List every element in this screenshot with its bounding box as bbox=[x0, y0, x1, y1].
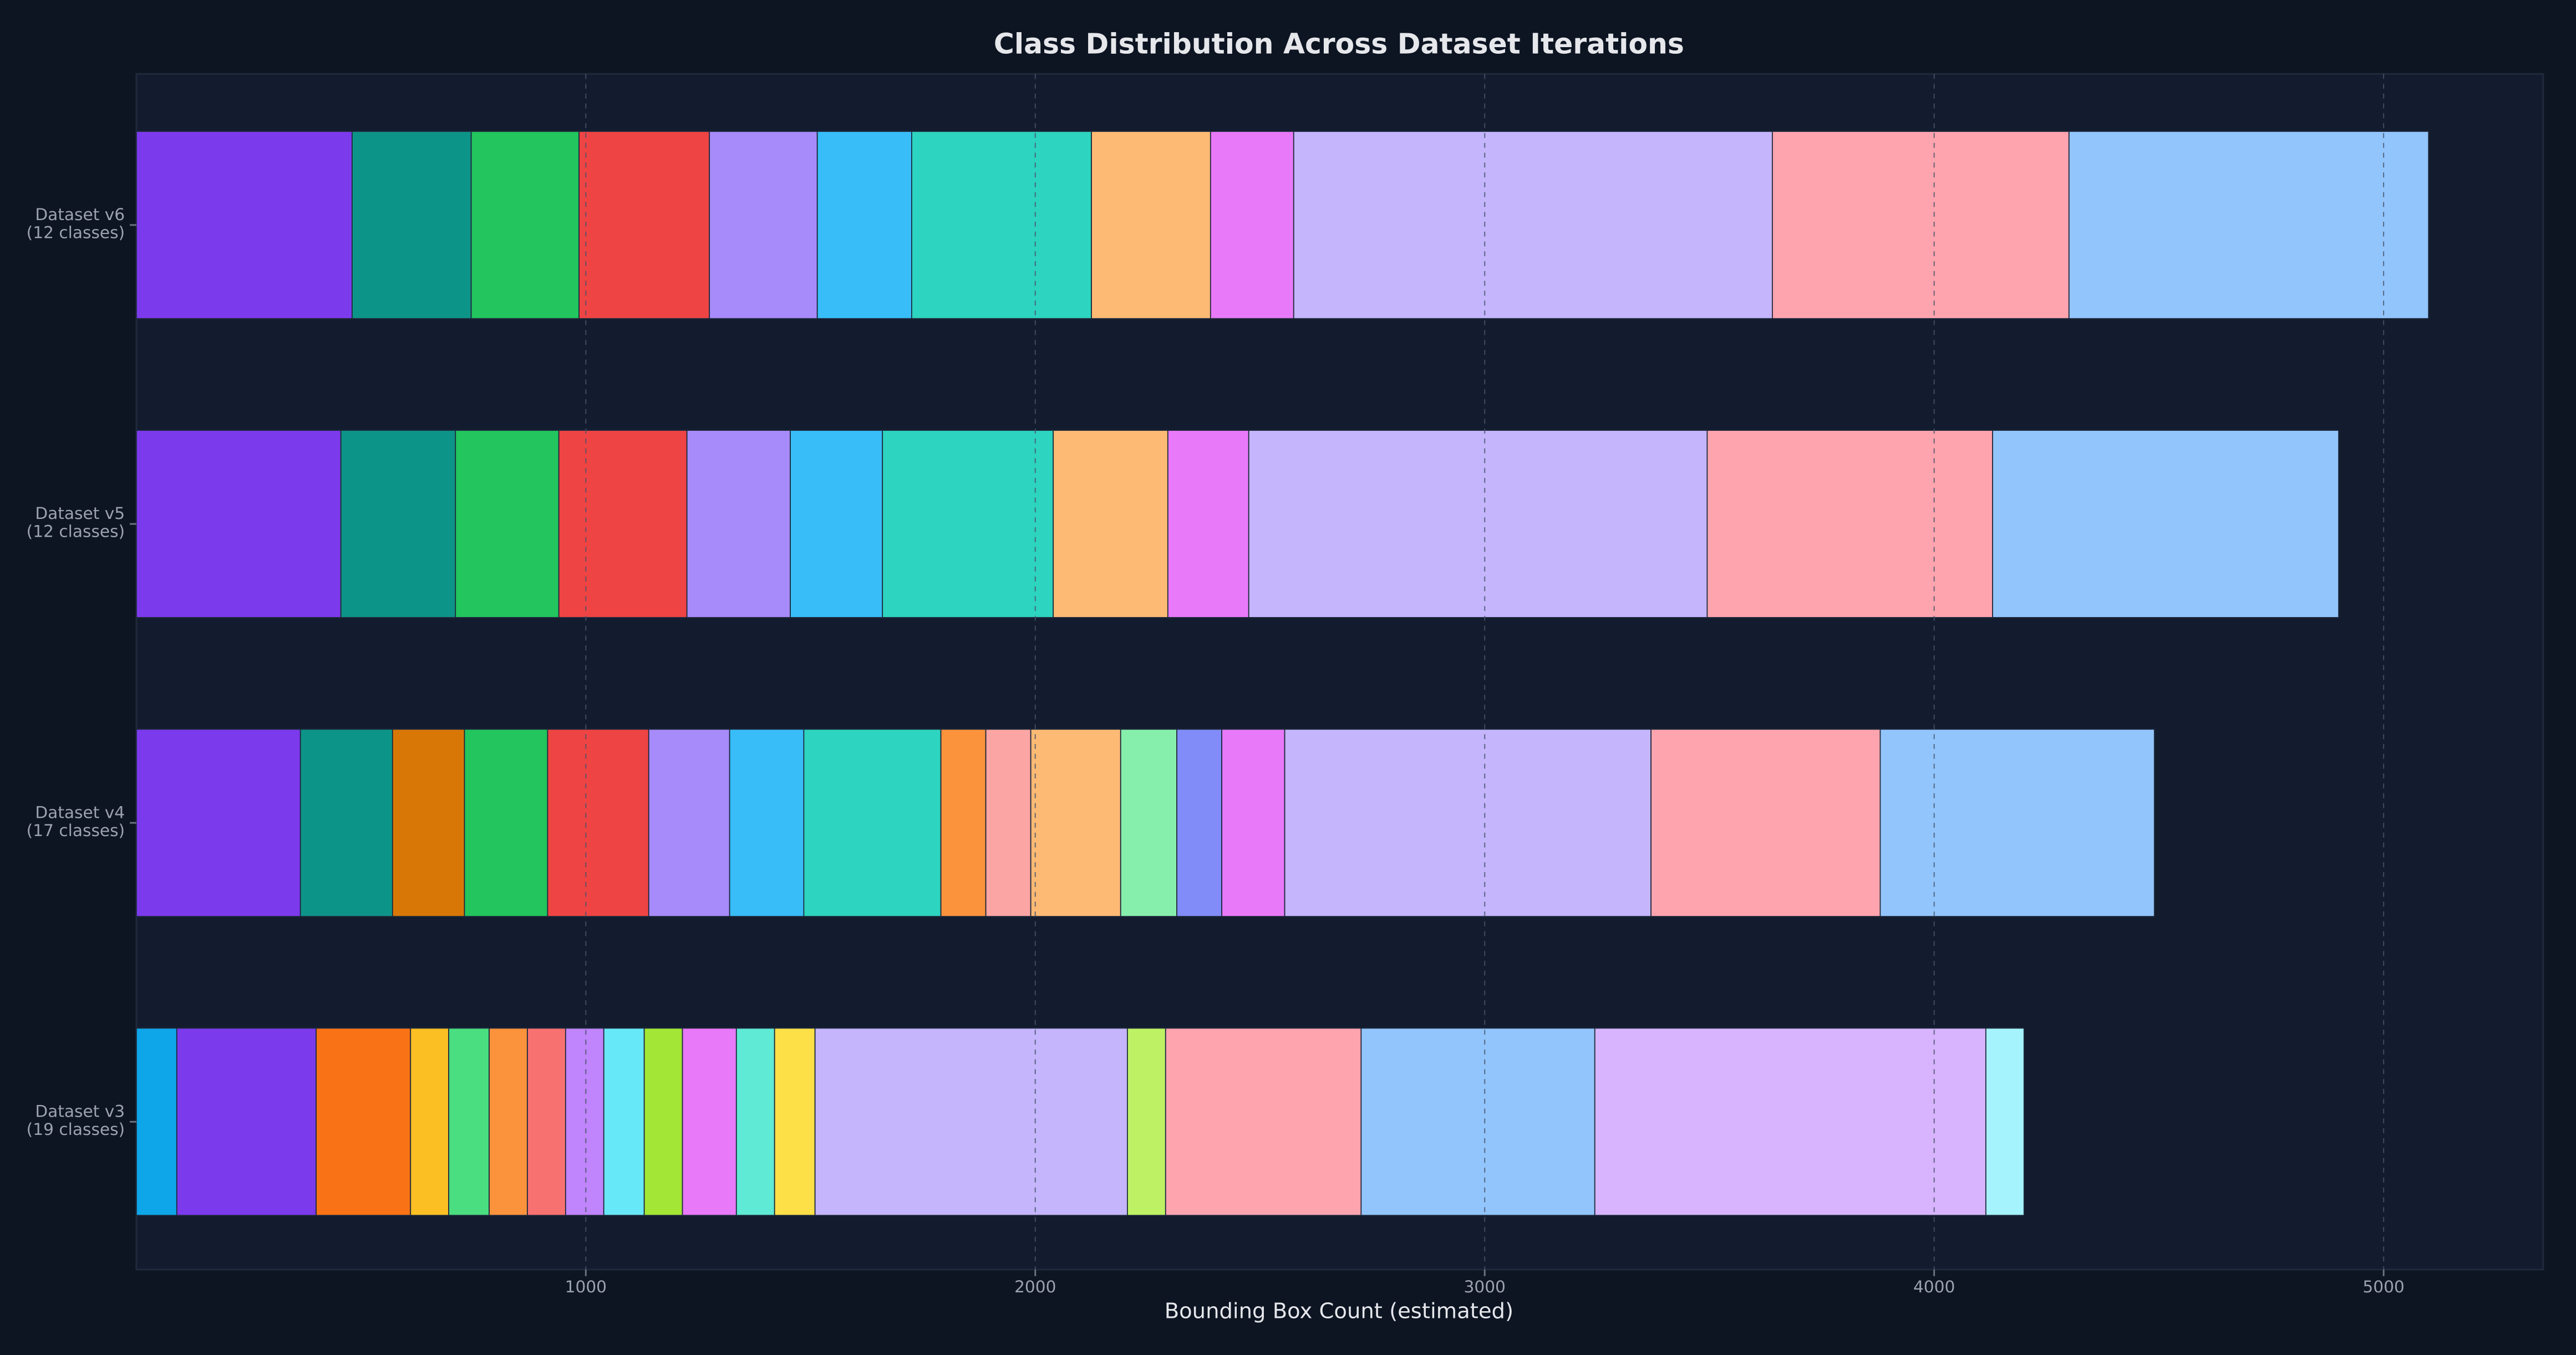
bar-segment bbox=[448, 1027, 490, 1216]
y-tick-label: Dataset v6 (12 classes) bbox=[26, 207, 125, 243]
bar-segment bbox=[1091, 131, 1211, 319]
bar-segment bbox=[1360, 1027, 1596, 1216]
x-tick-label: 2000 bbox=[1014, 1277, 1056, 1296]
bar-segment bbox=[565, 1027, 604, 1216]
bar-segment bbox=[410, 1027, 450, 1216]
y-tick-label: Dataset v4 (17 classes) bbox=[26, 804, 125, 841]
bar-segment bbox=[1053, 430, 1168, 618]
bar-segment bbox=[1176, 729, 1222, 917]
bar-segment bbox=[1120, 729, 1177, 917]
bar-segment bbox=[527, 1027, 566, 1216]
bar-segment bbox=[911, 131, 1092, 319]
bar-segment bbox=[985, 729, 1032, 917]
bar-segment bbox=[1221, 729, 1286, 917]
bar-segment bbox=[470, 131, 580, 319]
chart-title: Class Distribution Across Dataset Iterat… bbox=[994, 27, 1684, 60]
bar-segment bbox=[1167, 430, 1249, 618]
bar-segment bbox=[774, 1027, 816, 1216]
bar-segment bbox=[1248, 430, 1708, 618]
bar-segment bbox=[1650, 729, 1881, 917]
bar-segment bbox=[729, 729, 805, 917]
bar-segment bbox=[1030, 729, 1121, 917]
bar-segment bbox=[682, 1027, 737, 1216]
bar-segment bbox=[1594, 1027, 1986, 1216]
bar-segment bbox=[455, 430, 560, 618]
bar-segment bbox=[648, 729, 730, 917]
bar-segment bbox=[882, 430, 1054, 618]
bar-segment bbox=[135, 131, 353, 319]
x-tick-label: 3000 bbox=[1464, 1277, 1506, 1296]
bar-segment bbox=[1293, 131, 1773, 319]
y-tick-label: Dataset v3 (19 classes) bbox=[26, 1103, 125, 1140]
bar-segment bbox=[1992, 430, 2339, 618]
bar-segment bbox=[814, 1027, 1128, 1216]
bar-segment bbox=[340, 430, 456, 618]
bar-segment bbox=[709, 131, 818, 319]
bar-segment bbox=[135, 430, 342, 618]
x-tick-label: 4000 bbox=[1913, 1277, 1955, 1296]
bar-segment bbox=[1985, 1027, 2025, 1216]
bar-segment bbox=[735, 1027, 775, 1216]
bar-segment bbox=[464, 729, 548, 917]
bar-segment bbox=[392, 729, 465, 917]
bar-segment bbox=[803, 729, 942, 917]
bar-segment bbox=[1706, 430, 1993, 618]
bar-segment bbox=[1771, 131, 2070, 319]
bar-segment bbox=[1165, 1027, 1362, 1216]
bar-segment bbox=[299, 729, 393, 917]
bar-segment bbox=[1210, 131, 1294, 319]
bar-segment bbox=[176, 1027, 317, 1216]
bar-segment bbox=[686, 430, 791, 618]
bar-segment bbox=[135, 1027, 177, 1216]
bar-segment bbox=[2068, 131, 2430, 319]
bar-segment bbox=[578, 131, 710, 319]
bar-segment bbox=[603, 1027, 645, 1216]
x-axis-label: Bounding Box Count (estimated) bbox=[1165, 1298, 1513, 1323]
bar-segment bbox=[816, 131, 912, 319]
bar-segment bbox=[940, 729, 987, 917]
y-tick-label: Dataset v5 (12 classes) bbox=[26, 506, 125, 542]
x-tick-label: 1000 bbox=[565, 1277, 607, 1296]
bar-segment bbox=[643, 1027, 683, 1216]
bar-segment bbox=[1284, 729, 1652, 917]
bar-segment bbox=[352, 131, 472, 319]
bar-segment bbox=[1879, 729, 2155, 917]
bar-segment bbox=[316, 1027, 411, 1216]
bar-segment bbox=[790, 430, 883, 618]
bar-segment bbox=[135, 729, 301, 917]
bar-segment bbox=[547, 729, 649, 917]
bar-segment bbox=[558, 430, 688, 618]
x-tick-label: 5000 bbox=[2362, 1277, 2404, 1296]
bar-segment bbox=[489, 1027, 528, 1216]
bar-segment bbox=[1127, 1027, 1166, 1216]
